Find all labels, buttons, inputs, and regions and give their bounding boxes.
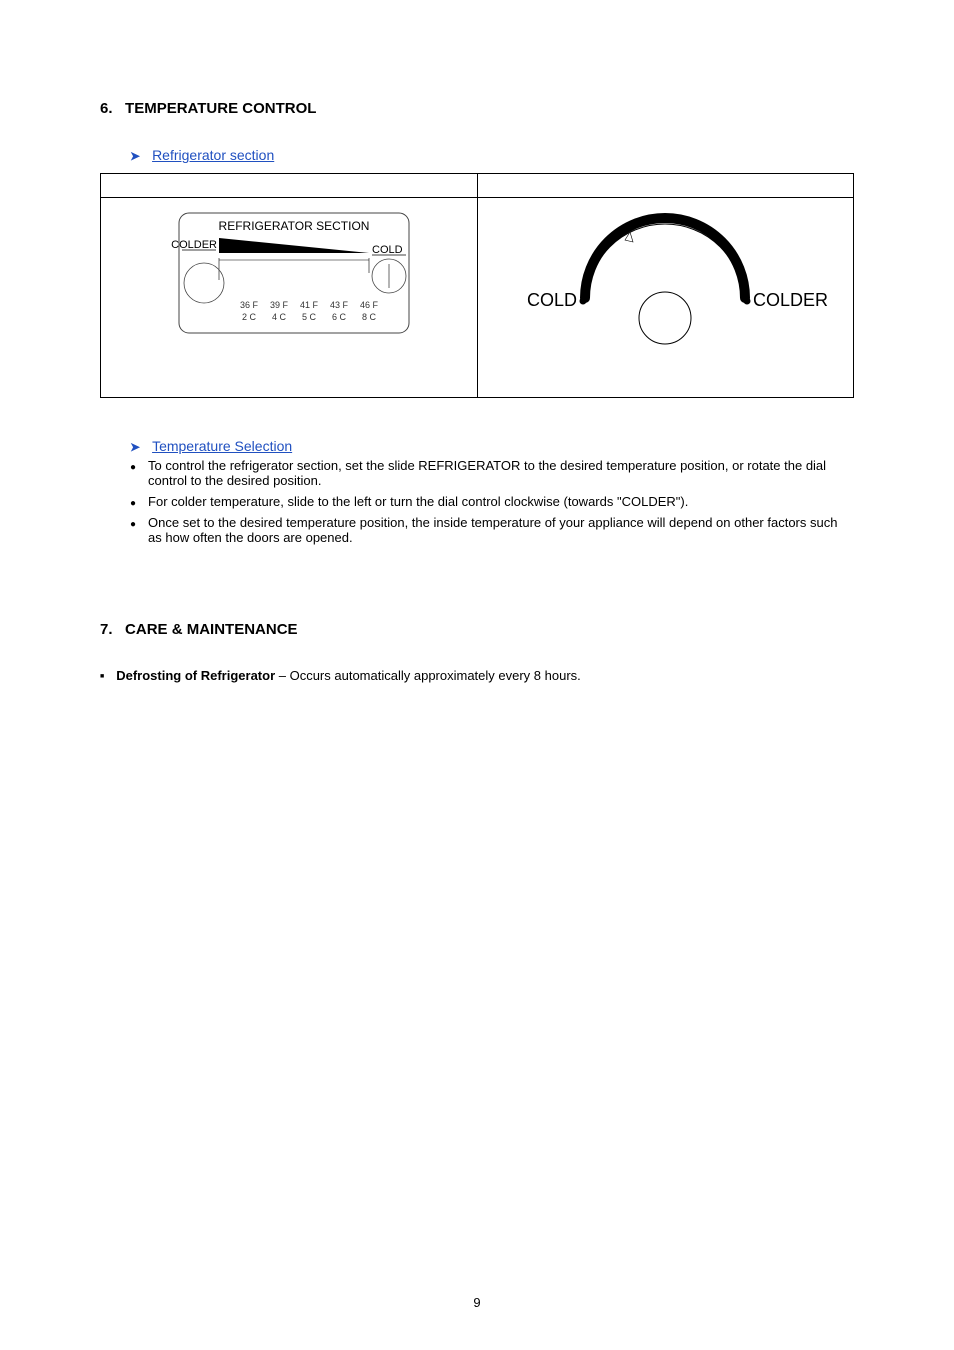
dial-right-label: COLDER — [753, 290, 828, 310]
svg-text:4 C: 4 C — [272, 312, 287, 322]
arrow-icon: ➤ — [130, 440, 140, 454]
bullet-text: For colder temperature, slide to the lef… — [148, 494, 688, 509]
dial-svg: COLD COLDER — [495, 198, 835, 368]
subsection-refrigerator: ➤ Refrigerator section — [130, 147, 854, 163]
dial-diagram-cell: COLD COLDER — [477, 198, 854, 398]
slider-header: REFRIGERATOR SECTION — [218, 219, 369, 233]
subsection-title: Temperature Selection — [152, 438, 292, 454]
svg-text:8 C: 8 C — [362, 312, 377, 322]
svg-text:36 F: 36 F — [240, 300, 259, 310]
section7-heading: 7. CARE & MAINTENANCE — [100, 621, 854, 638]
svg-text:41 F: 41 F — [300, 300, 319, 310]
svg-text:43 F: 43 F — [330, 300, 349, 310]
bullet-row: ● Once set to the desired temperature po… — [130, 515, 854, 545]
slider-left-label: COLDER — [171, 239, 217, 251]
bullet-text: To control the refrigerator section, set… — [148, 458, 854, 488]
dial-arc — [585, 218, 745, 298]
page-number: 9 — [0, 1295, 954, 1310]
dial-knob — [639, 292, 691, 344]
bullet-dot-icon: ● — [130, 519, 136, 530]
section7-bullet: ■ Defrosting of Refrigerator – Occurs au… — [100, 668, 854, 683]
square-bullet-icon: ■ — [100, 673, 104, 680]
bullet-row: ● For colder temperature, slide to the l… — [130, 494, 854, 509]
slider-diagram-cell: REFRIGERATOR SECTION COLDER COLD — [101, 198, 478, 398]
bullet-text: Once set to the desired temperature posi… — [148, 515, 854, 545]
bullet-dot-icon: ● — [130, 498, 136, 509]
bullet-dot-icon: ● — [130, 462, 136, 473]
slider-knob-left — [184, 263, 224, 303]
dial-left-label: COLD — [527, 290, 577, 310]
section-heading: 6. TEMPERATURE CONTROL — [100, 100, 854, 117]
slider-svg: REFRIGERATOR SECTION COLDER COLD — [119, 198, 459, 368]
svg-text:46 F: 46 F — [360, 300, 379, 310]
svg-text:5 C: 5 C — [302, 312, 317, 322]
slider-wedge — [219, 238, 369, 253]
diagram-table: REFRIGERATOR SECTION COLDER COLD — [100, 173, 854, 398]
svg-text:39 F: 39 F — [270, 300, 289, 310]
section7-bullet-text: Defrosting of Refrigerator – Occurs auto… — [116, 668, 581, 683]
slider-right-label: COLD — [372, 244, 403, 256]
slider-scale: 36 F 2 C 39 F 4 C 41 F 5 C 43 F 6 C 46 F 8 C — [240, 300, 379, 322]
subsection-temperature-selection: ➤ Temperature Selection — [130, 438, 854, 454]
bullet-row: ● To control the refrigerator section, s… — [130, 458, 854, 488]
subsection-title: Refrigerator section — [152, 147, 274, 163]
svg-text:2 C: 2 C — [242, 312, 257, 322]
arrow-icon: ➤ — [130, 149, 140, 163]
svg-text:6 C: 6 C — [332, 312, 347, 322]
